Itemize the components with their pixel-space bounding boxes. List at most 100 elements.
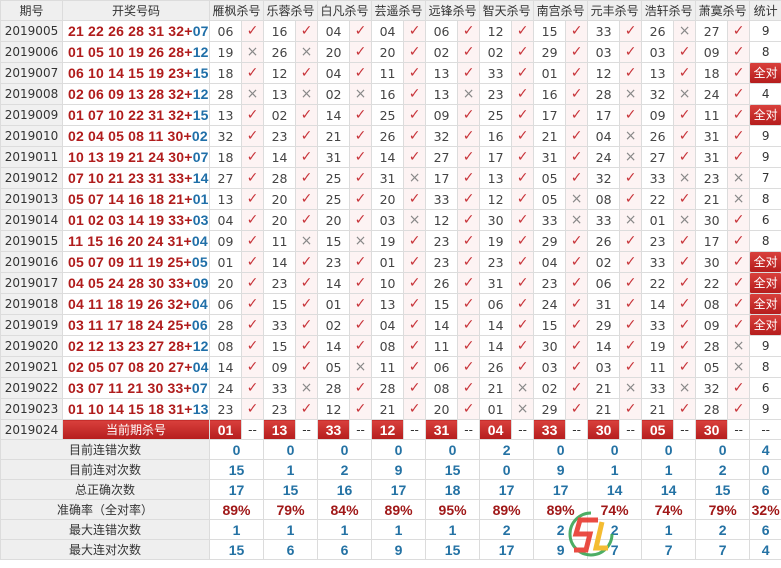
kill-pick: 27 [695,20,729,42]
kill-pick: 01 [533,62,567,84]
summary-value: 15 [208,459,265,480]
check-icon: ✓ [511,20,535,42]
kill-pick: 23 [479,83,513,105]
summary-value: 14 [641,479,697,500]
red-balls: 03 11 17 18 24 25 [68,317,184,333]
check-icon: ✓ [565,398,589,420]
kill-pick: 32 [209,125,242,147]
kill-pick: 33 [587,20,621,42]
cross-icon: × [619,377,643,399]
check-icon: ✓ [240,188,265,210]
summary-value: 7 [641,539,697,560]
check-icon: ✓ [295,209,319,231]
kill-pick: 23 [533,272,567,294]
kill-pick: 06 [425,20,459,42]
red-balls: 01 07 10 22 31 32 [68,107,185,123]
kill-pick: 09 [209,230,242,252]
stat-cell: 全对 [749,251,781,273]
kill-pick: 06 [209,20,242,42]
summary-value: 16 [317,479,373,500]
table-row: 2019012 07 10 21 23 31 33+14 27 ✓ 28 ✓ 25 ✓ 31 × 1… [0,167,781,189]
summary-value: 1 [371,519,427,540]
check-icon: ✓ [457,356,481,378]
cross-icon: × [511,398,535,420]
summary-value: 89% [208,499,265,520]
summary-value: 15 [263,479,319,500]
blue-ball: 12 [192,44,209,60]
issue-number: 2019009 [0,104,63,126]
kill-pick: 06 [587,272,621,294]
summary-value: 6 [749,479,781,500]
kill-pick: 12 [479,20,513,42]
kill-pick: 16 [533,83,567,105]
check-icon: ✓ [673,230,697,252]
kill-pick: 22 [695,272,729,294]
summary-value: 0 [695,439,751,460]
kill-pick: 21 [587,398,621,420]
stat-cell: 全对 [749,104,781,126]
kill-pick: 09 [695,41,729,63]
summary-value: 14 [587,479,643,500]
draw-numbers: 03 07 11 21 30 33+07 [62,377,210,399]
check-icon: ✓ [349,104,373,126]
kill-pick: 23 [209,398,242,420]
current-kill-label: 当前期杀号 [62,419,210,440]
kill-pick: 23 [263,272,297,294]
kill-pick: 20 [317,41,351,63]
summary-value: 95% [425,499,481,520]
check-icon: ✓ [511,62,535,84]
check-icon: ✓ [727,83,751,105]
cross-icon: × [240,41,265,63]
check-icon: ✓ [349,209,373,231]
check-icon: ✓ [295,314,319,336]
current-kill-badge: 12 [371,419,405,440]
table-row: 2019011 10 13 19 21 24 30+07 18 ✓ 14 ✓ 31 ✓ 14 ✓ 2… [0,146,781,168]
issue-number: 2019005 [0,20,63,42]
check-icon: ✓ [673,188,697,210]
summary-value: 1 [263,459,319,480]
stat-cell: 4 [749,83,781,105]
check-icon: ✓ [727,377,751,399]
check-icon: ✓ [565,41,589,63]
kill-pick: 05 [533,188,567,210]
check-icon: ✓ [619,251,643,273]
check-icon: ✓ [457,146,481,168]
stat-cell: 8 [749,230,781,252]
check-icon: ✓ [457,41,481,63]
check-icon: ✓ [457,209,481,231]
kill-pick: 15 [533,20,567,42]
kill-pick: 17 [479,146,513,168]
kill-pick: 18 [695,62,729,84]
check-icon: ✓ [619,20,643,42]
cross-icon: × [403,167,427,189]
kill-pick: 32 [587,167,621,189]
check-icon: ✓ [349,41,373,63]
kill-pick: 19 [479,230,513,252]
table-row: 2019018 04 11 18 19 26 32+04 06 ✓ 15 ✓ 01 ✓ 13 ✓ 1… [0,293,781,315]
header-expert: 元丰杀号 [587,0,643,21]
blue-ball: 02 [191,128,208,144]
blue-ball: 04 [192,359,209,375]
kill-pick: 23 [317,251,351,273]
check-icon: ✓ [619,356,643,378]
check-icon: ✓ [511,167,535,189]
check-icon: ✓ [673,41,697,63]
summary-value: 0 [641,439,697,460]
red-balls: 02 06 09 13 28 32 [68,86,185,102]
check-icon: ✓ [673,104,697,126]
cross-icon: × [295,83,319,105]
summary-value: 0 [371,439,427,460]
check-icon: ✓ [457,188,481,210]
table-row: 2019008 02 06 09 13 28 32+12 28 × 13 × 02 × 16 ✓ 1… [0,83,781,105]
check-icon: ✓ [349,377,373,399]
check-icon: ✓ [511,293,535,315]
check-icon: ✓ [673,251,697,273]
check-icon: ✓ [727,251,751,273]
kill-pick: 24 [533,293,567,315]
kill-pick: 33 [425,188,459,210]
kill-pick: 21 [695,188,729,210]
table-row: 2019016 05 07 09 11 19 25+05 01 ✓ 14 ✓ 23 ✓ 01 ✓ 2… [0,251,781,273]
kill-pick: 31 [533,146,567,168]
draw-numbers: 01 10 14 15 18 31+13 [62,398,210,420]
kill-pick: 23 [425,230,459,252]
